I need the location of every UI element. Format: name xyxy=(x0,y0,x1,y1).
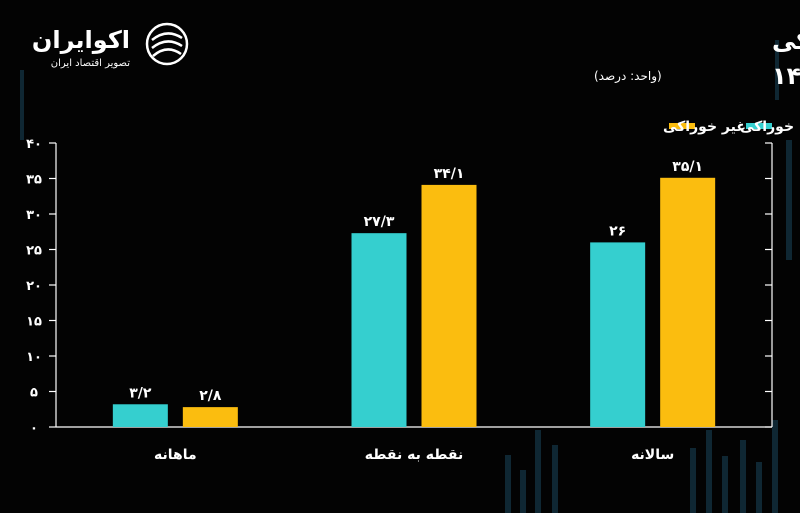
bar xyxy=(590,242,646,427)
x-axis-labels: ماهانه نقطه به نقطه سالانه xyxy=(154,447,674,463)
logo-mark-icon xyxy=(145,22,189,66)
bar xyxy=(112,404,168,427)
legend-label-food: خوراکی xyxy=(740,119,794,135)
y-tick-label: ۳۵ xyxy=(26,173,42,188)
brand-name: اکوایران xyxy=(32,26,130,54)
y-tick-label: ۲۰ xyxy=(26,279,42,294)
background-decoration xyxy=(20,40,792,513)
legend-label-nonfood: غیر خوراکی xyxy=(663,119,746,135)
bar-value-label: ۳۵/۱ xyxy=(672,159,703,175)
brand-logo: اکوایران تصویر اقتصاد ایران xyxy=(32,22,189,69)
bar-value-label: ۲۷/۳ xyxy=(364,214,395,230)
bar xyxy=(351,233,407,427)
x-tick-label: ماهانه xyxy=(154,447,197,463)
x-tick-label: سالانه xyxy=(631,447,674,463)
y-tick-label: ۴۰ xyxy=(26,137,42,152)
bar xyxy=(660,177,716,427)
bar xyxy=(182,407,238,427)
bars: ۳/۲ ۲/۸ ۲۷/۳ ۳۴/۱ ۲۶ ۳۵/۱ xyxy=(112,159,716,427)
legend-swatch-nonfood xyxy=(669,123,695,129)
chart-subtitle: در دی ماه ۱۴۰۳ xyxy=(772,62,800,90)
y-tick-label: ۳۰ xyxy=(26,208,42,223)
logo-stripes-icon xyxy=(151,32,183,57)
bar-value-label: ۳/۲ xyxy=(129,385,152,401)
bar-value-label: ۳۴/۱ xyxy=(434,166,465,182)
y-tick-label: ۰ xyxy=(30,421,38,436)
y-axis-ticks: ۰ ۵ ۱۰ ۱۵ ۲۰ ۲۵ ۳۰ ۳۵ ۴۰ xyxy=(26,137,772,436)
y-tick-label: ۵ xyxy=(30,386,38,401)
legend: خوراکی غیر خوراکی xyxy=(663,119,794,135)
chart-title: تورم اقلام خوراکی و غیر خوراکی xyxy=(772,27,800,55)
y-tick-label: ۱۰ xyxy=(26,350,42,365)
x-tick-label: نقطه به نقطه xyxy=(365,447,463,463)
unit-note: (واحد: درصد) xyxy=(594,69,662,84)
bar-value-label: ۲/۸ xyxy=(199,388,222,404)
bar-value-label: ۲۶ xyxy=(609,223,626,239)
y-tick-label: ۱۵ xyxy=(26,315,42,330)
y-tick-label: ۲۵ xyxy=(26,244,42,259)
legend-swatch-food xyxy=(746,123,772,129)
brand-tagline: تصویر اقتصاد ایران xyxy=(51,58,130,69)
bar xyxy=(421,184,477,427)
